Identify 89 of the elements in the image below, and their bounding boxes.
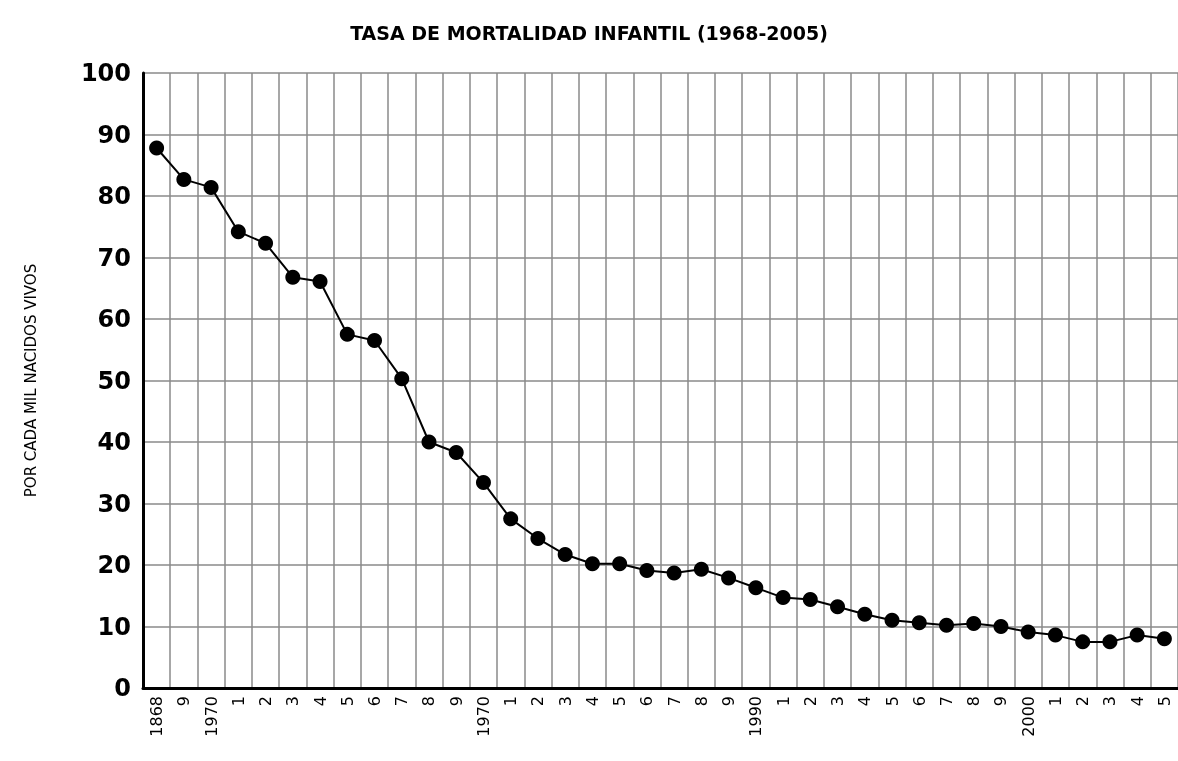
x-tick-label: 5 xyxy=(1154,696,1174,707)
point xyxy=(1047,627,1063,643)
x-tick-label: 4 xyxy=(582,696,602,707)
x-tick-label: 2000 xyxy=(1018,696,1038,737)
x-tick-label: 9 xyxy=(719,696,739,707)
x-tick-label: 9 xyxy=(446,696,466,707)
y-tick-label: 100 xyxy=(80,59,131,87)
point xyxy=(1020,624,1036,640)
point xyxy=(775,590,791,606)
point xyxy=(993,619,1009,634)
x-tick-label: 7 xyxy=(664,696,684,707)
x-tick-label: 1990 xyxy=(746,696,766,737)
x-tick-label: 9 xyxy=(174,696,194,707)
point xyxy=(802,591,818,607)
y-tick-label: 20 xyxy=(97,551,131,579)
point xyxy=(285,269,301,285)
y-tick-label: 90 xyxy=(97,120,131,149)
point xyxy=(475,475,491,491)
y-tick-label: 60 xyxy=(97,305,131,333)
point xyxy=(1129,627,1145,643)
point xyxy=(530,531,546,547)
point xyxy=(721,570,737,586)
point xyxy=(639,563,655,579)
chart-title: TASA DE MORTALIDAD INFANTIL (1968-2005) xyxy=(350,21,828,44)
x-tick-label: 7 xyxy=(392,696,412,707)
point xyxy=(911,615,927,631)
point xyxy=(367,333,383,349)
x-tick-label: 4 xyxy=(1127,696,1147,707)
x-tick-label: 1 xyxy=(228,696,248,707)
y-tick-label: 50 xyxy=(97,366,131,395)
x-tick-label: 1 xyxy=(773,696,793,707)
y-axis-title: POR CADA MIL NACIDOS VIVOS xyxy=(21,263,40,498)
point xyxy=(557,547,573,563)
x-tick-label: 1 xyxy=(1045,696,1065,707)
x-tick-label: 8 xyxy=(964,696,984,707)
x-tick-label: 3 xyxy=(1100,696,1120,707)
point xyxy=(830,599,846,615)
x-tick-label: 2 xyxy=(1073,696,1093,707)
point xyxy=(666,565,682,581)
y-tick-label: 80 xyxy=(97,182,131,210)
point xyxy=(693,561,709,577)
x-tick-label: 6 xyxy=(637,696,657,707)
x-tick-label: 1 xyxy=(501,696,521,707)
point xyxy=(966,615,982,631)
x-tick-label: 4 xyxy=(310,696,330,707)
point xyxy=(612,556,628,572)
point xyxy=(857,606,873,622)
x-tick-label: 9 xyxy=(991,696,1011,707)
point xyxy=(503,511,519,527)
x-tick-label: 8 xyxy=(419,696,439,707)
point xyxy=(176,171,192,187)
x-tick-label: 2 xyxy=(800,696,820,707)
x-tick-label: 7 xyxy=(936,696,956,707)
point xyxy=(203,179,219,195)
point xyxy=(312,273,328,289)
point xyxy=(394,371,410,387)
point xyxy=(1102,634,1118,650)
point xyxy=(748,580,764,596)
x-tick-label: 3 xyxy=(283,696,303,707)
point xyxy=(884,612,900,628)
x-tick-label: 5 xyxy=(882,696,902,707)
x-tick-label: 1868 xyxy=(147,696,167,737)
x-tick-label: 8 xyxy=(691,696,711,707)
point xyxy=(149,140,165,156)
x-tick-label: 3 xyxy=(828,696,848,707)
point xyxy=(1075,634,1091,650)
y-tick-label: 30 xyxy=(97,489,131,518)
point xyxy=(258,235,274,251)
point xyxy=(448,444,464,460)
point xyxy=(584,556,600,572)
x-tick-label: 6 xyxy=(909,696,929,707)
point xyxy=(339,326,355,342)
x-tick-label: 6 xyxy=(365,696,385,707)
x-tick-label: 1970 xyxy=(473,696,493,737)
point xyxy=(421,434,437,450)
y-tick-label: 40 xyxy=(97,428,131,456)
point xyxy=(1156,631,1172,647)
y-tick-label: 0 xyxy=(114,674,131,702)
point xyxy=(230,224,246,240)
x-tick-label: 5 xyxy=(337,696,357,707)
y-tick-label: 70 xyxy=(97,243,131,272)
x-tick-label: 4 xyxy=(855,696,875,707)
x-tick-label: 2 xyxy=(256,696,276,707)
x-tick-label: 1970 xyxy=(201,696,221,737)
point xyxy=(939,617,954,633)
x-tick-label: 5 xyxy=(610,696,630,707)
x-tick-label: 3 xyxy=(555,696,575,707)
y-tick-label: 10 xyxy=(97,612,131,641)
x-tick-label: 2 xyxy=(528,696,548,707)
